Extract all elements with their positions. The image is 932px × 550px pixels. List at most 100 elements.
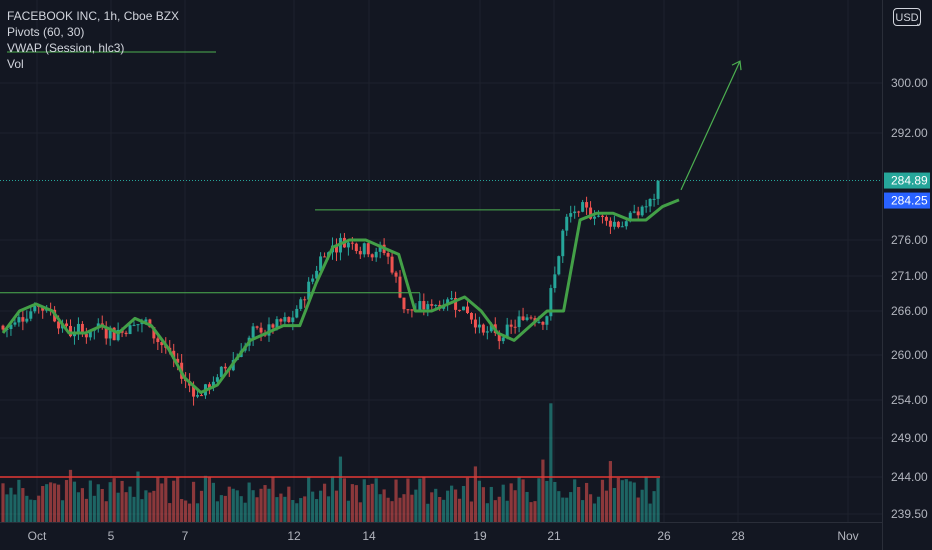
volume-bar — [287, 486, 291, 522]
volume-bar — [386, 497, 390, 522]
candle-body — [84, 333, 88, 338]
candle-body — [358, 251, 362, 255]
volume-indicator-label[interactable]: Vol — [7, 57, 24, 71]
candle-body — [307, 281, 311, 300]
volume-bar — [311, 491, 315, 522]
volume-bar — [553, 481, 557, 522]
volume-bar — [72, 481, 77, 522]
candle-body — [628, 212, 632, 222]
volume-bar — [108, 482, 112, 522]
candle-body — [616, 221, 620, 227]
y-tick-label: 244.00 — [891, 470, 928, 484]
volume-bar — [465, 477, 470, 522]
candle-body — [585, 202, 589, 208]
volume-bar — [489, 486, 493, 522]
candle-body — [624, 221, 628, 227]
pivots-indicator-label[interactable]: Pivots (60, 30) — [7, 25, 85, 39]
candle-body — [604, 216, 608, 221]
volume-bar — [176, 476, 180, 522]
volume-bar — [68, 469, 73, 522]
candle-body — [219, 366, 223, 378]
candle-body — [362, 243, 366, 255]
candle-body — [430, 304, 434, 306]
projection-arrow-head — [731, 60, 742, 71]
candle-body — [640, 206, 644, 216]
volume-bar — [565, 497, 569, 522]
chevron-down-icon[interactable]: ⌄ — [915, 18, 923, 28]
candle-body — [303, 299, 307, 301]
volume-bar — [648, 503, 652, 522]
candle-body — [565, 216, 569, 231]
candle-body — [267, 324, 271, 336]
volume-bar — [187, 503, 192, 522]
volume-bar — [239, 496, 243, 522]
candle-body — [652, 198, 656, 200]
candle-body — [271, 324, 275, 328]
candle-body — [132, 324, 136, 326]
candle-body — [410, 309, 414, 311]
chart-grid — [0, 0, 882, 522]
y-tick-label: 260.00 — [891, 348, 928, 362]
volume-bar — [573, 479, 577, 522]
candle-body — [481, 324, 485, 333]
x-tick-label: Oct — [28, 529, 47, 543]
candle-body — [378, 244, 382, 252]
volume-bar — [199, 490, 204, 522]
volume-bar — [5, 494, 9, 522]
candle-body — [450, 298, 454, 300]
volume-bar — [41, 486, 45, 522]
candle-body — [196, 395, 200, 397]
volume-bar — [315, 499, 319, 522]
volume-bar — [291, 500, 295, 522]
candle-body — [454, 298, 458, 310]
volume-bar — [184, 500, 188, 522]
indicators — [0, 51, 882, 478]
candle-body — [17, 317, 21, 323]
volume-bar — [418, 478, 422, 522]
chart-legend: FACEBOOK INC, 1h, Cboe BZX Pivots (60, 3… — [7, 8, 179, 72]
candle-body — [25, 318, 29, 322]
symbol-title[interactable]: FACEBOOK INC, 1h, Cboe BZX — [7, 9, 180, 23]
volume-bar — [624, 479, 628, 522]
volume-bar — [366, 484, 370, 522]
candle-body — [354, 243, 358, 252]
last-price-label: 284.89 — [891, 174, 928, 188]
vwap-price-tag — [884, 192, 930, 209]
candle-body — [65, 323, 69, 326]
vwap-indicator-label[interactable]: VWAP (Session, hlc3) — [7, 41, 125, 55]
volume-bar — [92, 495, 96, 522]
candle-body — [501, 337, 505, 342]
currency-button[interactable]: USD — [893, 8, 921, 26]
volume-bar — [604, 490, 609, 522]
candle-body — [346, 242, 350, 248]
volume-bar — [481, 487, 485, 522]
candle-body — [287, 317, 291, 323]
candle-body — [136, 324, 140, 326]
volume-bar — [537, 478, 541, 522]
volume-bar — [148, 492, 152, 522]
candle-body — [426, 304, 430, 310]
volume-bar — [644, 476, 648, 522]
volume-bar — [390, 501, 394, 522]
volume-bar — [211, 482, 216, 522]
candle-body — [211, 381, 215, 388]
volume-bar — [469, 501, 474, 522]
volume-bar — [592, 503, 597, 522]
volume-bar — [620, 480, 624, 522]
candle-body — [72, 334, 76, 337]
volume-bar — [346, 500, 350, 522]
candle-body — [608, 220, 612, 227]
candle-body — [620, 226, 624, 228]
candle-body — [612, 221, 616, 227]
candle-body — [473, 319, 477, 328]
volume-bar — [100, 488, 104, 522]
volume-bar — [608, 461, 613, 522]
volume-bar — [251, 490, 255, 522]
volume-bar — [338, 456, 343, 522]
x-tick-label: 21 — [547, 529, 561, 543]
volume-bar — [191, 481, 196, 522]
candle-body — [275, 319, 279, 328]
candle-body — [462, 306, 466, 311]
candle-body — [128, 325, 132, 335]
